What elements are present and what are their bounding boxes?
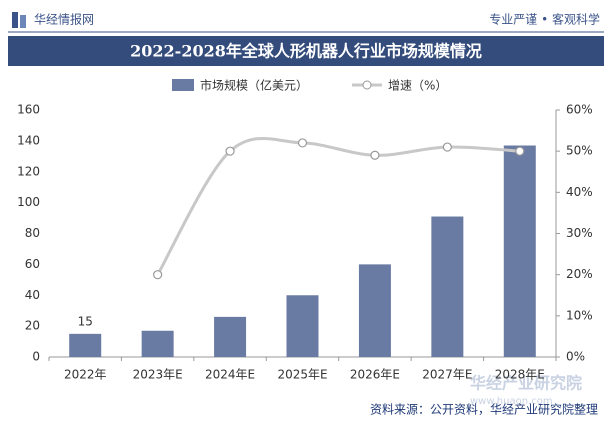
y2-tick-label: 20% [566, 267, 593, 281]
legend-label: 市场规模（亿美元） [200, 78, 308, 93]
y2-tick-label: 0% [566, 350, 585, 364]
bar [214, 316, 247, 357]
bar [69, 333, 102, 357]
legend-swatch [362, 80, 372, 90]
x-tick-label: 2025年E [277, 368, 327, 382]
legend-swatch [172, 79, 194, 91]
y-tick-label: 80 [25, 226, 40, 240]
bar [286, 295, 319, 357]
watermark-url: www.huaon.com [470, 396, 553, 407]
x-tick-label: 2024年E [205, 368, 255, 382]
bar [503, 145, 536, 357]
bar [431, 216, 464, 357]
bar [141, 330, 174, 357]
line-marker [442, 142, 452, 152]
y2-tick-label: 40% [566, 185, 593, 199]
y-tick-label: 120 [17, 164, 40, 178]
y-tick-label: 160 [17, 103, 40, 117]
chart-title: 2022-2028年全球人形机器人行业市场规模情况 [130, 42, 482, 61]
y2-tick-label: 30% [566, 226, 593, 240]
logo: 华经情报网 [34, 12, 94, 27]
line-marker [297, 138, 308, 148]
tagline: 专业严谨 • 客观科学 [489, 12, 600, 27]
source: 资料来源：公开资料，华经产业研究院整理 [370, 402, 598, 417]
watermark: 华经产业研究院 [470, 374, 582, 393]
legend-label: 增速（%） [388, 79, 447, 93]
y-tick-label: 0 [32, 350, 40, 364]
x-tick-label: 2022年 [64, 368, 107, 382]
y-tick-label: 100 [17, 195, 40, 209]
data-label: 15 [78, 314, 93, 328]
line-marker [153, 270, 163, 280]
y-tick-label: 40 [25, 288, 40, 302]
bar [358, 264, 391, 357]
y2-tick-label: 10% [566, 308, 593, 322]
x-tick-label: 2026年E [350, 368, 400, 382]
x-tick-label: 2023年E [133, 368, 183, 382]
y2-tick-label: 50% [566, 144, 593, 158]
logo-icon [12, 12, 18, 28]
logo-icon [20, 15, 26, 28]
line-marker [370, 150, 380, 160]
line-marker [225, 146, 235, 156]
y-tick-label: 140 [17, 133, 40, 147]
y-tick-label: 20 [25, 319, 40, 333]
title-bar [8, 36, 604, 66]
y2-tick-label: 60% [566, 103, 593, 117]
line-marker [515, 146, 525, 156]
x-tick-label: 2028年E [495, 368, 545, 382]
y-tick-label: 60 [25, 257, 40, 271]
x-tick-label: 2027年E [422, 368, 472, 382]
